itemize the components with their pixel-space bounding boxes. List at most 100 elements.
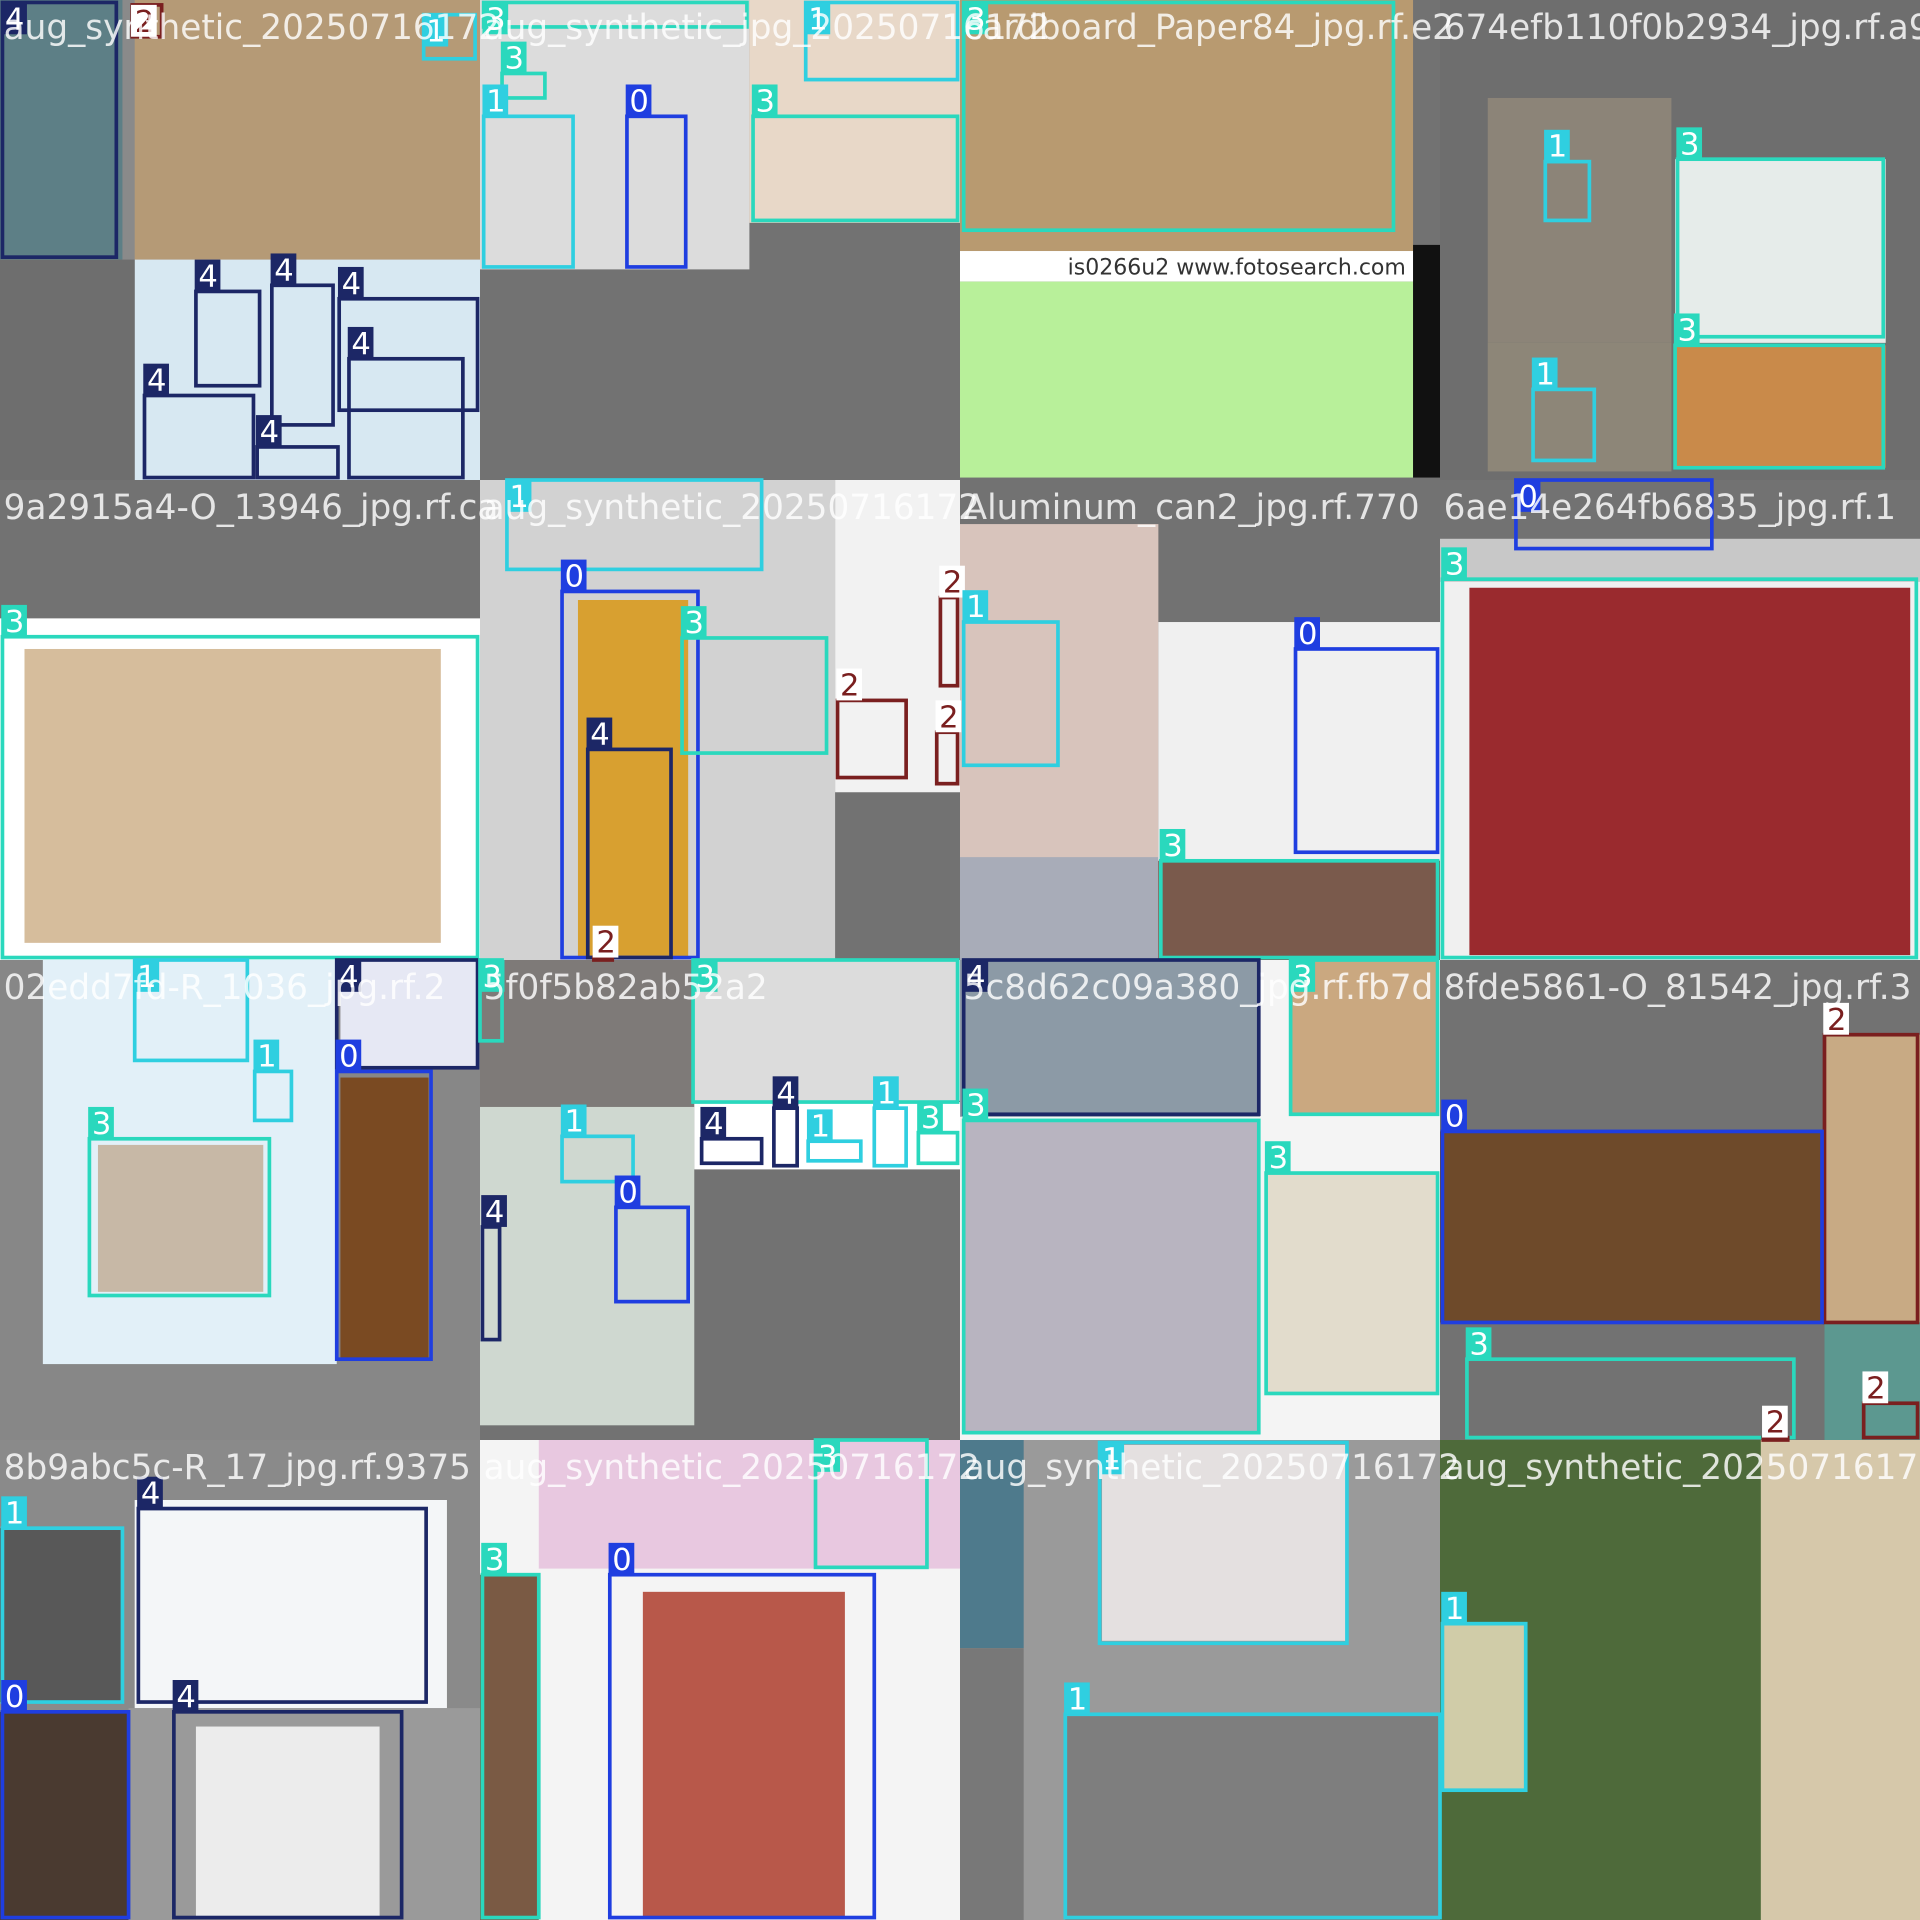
label-background — [1514, 480, 1541, 512]
class-label: 4 — [147, 364, 166, 399]
class-label: 3 — [504, 42, 523, 77]
label-background — [691, 960, 718, 992]
filename: 8b9abc5c-R_17_jpg.rf.9375 — [4, 1448, 471, 1488]
label-background — [1441, 547, 1467, 580]
bounding-box — [334, 1069, 433, 1362]
class-label: 3 — [485, 1543, 504, 1578]
image-region — [749, 0, 960, 223]
class-label: 1 — [1068, 1682, 1087, 1717]
label-background — [481, 1195, 507, 1227]
image-region — [694, 960, 960, 1101]
bounding-box — [505, 478, 764, 572]
label-background — [335, 960, 362, 992]
label-background — [962, 2, 989, 35]
class-label: 2 — [1766, 1406, 1785, 1441]
class-label: 1 — [877, 1076, 896, 1111]
image-region — [0, 0, 123, 260]
image-region — [134, 1500, 447, 1709]
label-background — [482, 84, 509, 117]
label-background — [1289, 960, 1316, 992]
image-region — [134, 259, 480, 480]
bounding-box — [1531, 387, 1597, 463]
class-label: 4 — [590, 717, 609, 752]
label-background — [1544, 129, 1570, 162]
class-label: 0 — [1518, 480, 1537, 515]
filename: 6ae14e264fb6835_jpg.rf.1 — [1444, 488, 1896, 528]
image-region — [0, 1528, 123, 1703]
bounding-box — [0, 1526, 125, 1704]
filename: aug_synthetic_20250716172 — [964, 1448, 1460, 1488]
label-background — [347, 326, 374, 359]
bounding-box — [334, 958, 480, 1070]
class-label: 3 — [966, 1089, 985, 1124]
label-background — [614, 1175, 641, 1208]
class-label: 2 — [1827, 1003, 1846, 1038]
class-label: 0 — [339, 1040, 358, 1075]
label-background — [608, 1542, 635, 1575]
image-region — [97, 1144, 264, 1292]
bounding-box — [1514, 478, 1714, 551]
bounding-box — [1440, 1129, 1824, 1325]
label-background — [680, 606, 707, 638]
filename: 674efb110f0b2934_jpg.rf.a92 — [1444, 8, 1920, 48]
image-region — [960, 857, 1159, 960]
class-label: 3 — [684, 606, 703, 641]
image-region — [1487, 342, 1672, 472]
class-label: 4 — [176, 1680, 195, 1715]
filename: aug_synthetic_20250716172 — [4, 8, 500, 48]
bounding-box — [0, 1710, 131, 1920]
bounding-box — [132, 958, 250, 1063]
label-background — [751, 84, 778, 117]
image-region — [1158, 860, 1440, 960]
class-label: 3 — [482, 960, 501, 995]
image-region — [340, 1077, 429, 1360]
image-region — [1102, 1444, 1347, 1641]
filename: aug_synthetic_20250716172 — [1444, 1448, 1920, 1488]
image-region — [1675, 345, 1886, 468]
label-background — [1673, 313, 1700, 346]
class-label: 3 — [5, 605, 24, 640]
bounding-box — [803, 0, 960, 82]
class-label: 2 — [1866, 1371, 1885, 1406]
filename: Aluminum_can2_jpg.rf.770 — [964, 488, 1420, 528]
label-background — [935, 700, 962, 733]
bounding-box — [194, 289, 262, 388]
label-background — [131, 4, 157, 37]
bounding-box — [172, 1710, 404, 1920]
image-region — [960, 1648, 1024, 1920]
label-background — [1, 1680, 27, 1712]
filename: cardboard_Paper84_jpg.rf.e2 — [964, 8, 1454, 48]
label-background — [814, 1440, 840, 1472]
bounding-box — [142, 393, 256, 480]
label-background — [1294, 617, 1320, 649]
class-label: 4 — [274, 253, 293, 288]
class-label: 1 — [5, 1496, 24, 1531]
bounding-box — [560, 1134, 635, 1184]
label-background — [560, 559, 587, 592]
label-background — [772, 1076, 799, 1109]
class-label: 3 — [966, 2, 985, 37]
label-background — [1, 2, 27, 35]
bounding-box — [806, 1139, 863, 1163]
bounding-box — [680, 636, 829, 755]
label-background — [1, 604, 27, 637]
label-background — [836, 668, 863, 701]
label-background — [137, 1476, 163, 1509]
bounding-box — [961, 620, 1060, 768]
class-label: 1 — [486, 84, 505, 119]
class-label: 4 — [5, 2, 24, 37]
image-region — [960, 960, 1260, 1117]
image-region — [24, 648, 441, 943]
bounding-box — [1293, 647, 1440, 855]
class-label: 0 — [618, 1175, 637, 1210]
class-label: 2 — [135, 5, 154, 40]
class-label: 4 — [141, 1477, 160, 1512]
label-background — [804, 2, 831, 35]
class-label: 1 — [966, 590, 985, 625]
bounding-box — [1097, 1440, 1349, 1646]
class-label: 4 — [198, 260, 217, 295]
class-label: 0 — [564, 560, 583, 595]
